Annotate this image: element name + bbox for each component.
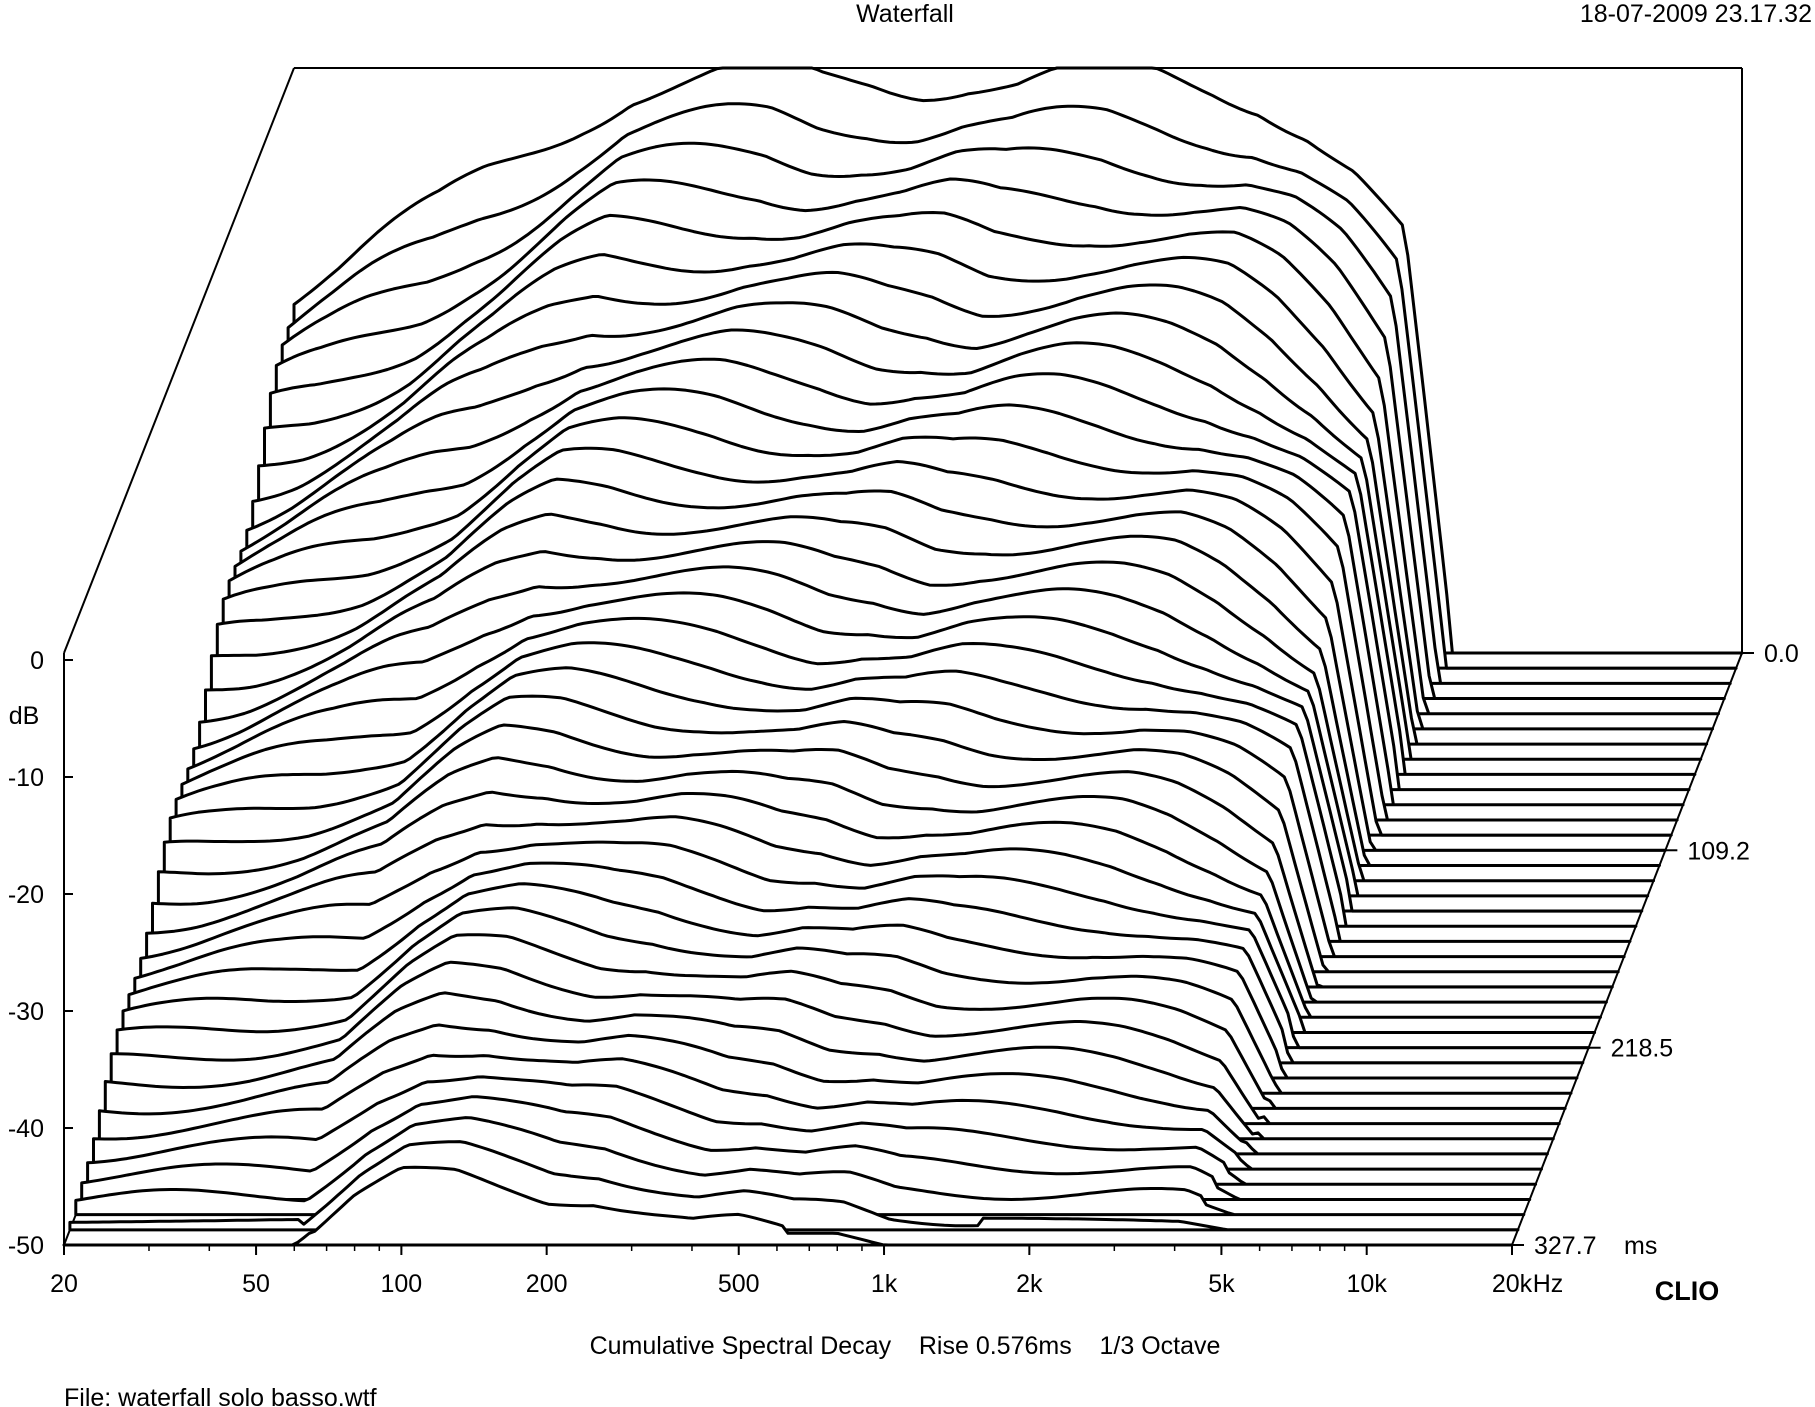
y-tick-label--50: -50: [8, 1232, 44, 1260]
x-tick-label-2k: 2k: [1016, 1270, 1043, 1298]
x-tick-label-5k: 5k: [1208, 1270, 1235, 1298]
x-tick-label-20k: 20k: [1492, 1270, 1533, 1298]
y-tick-label--40: -40: [8, 1115, 44, 1143]
slice-40: [62, 1165, 1514, 1247]
y-tick-label-0: 0: [30, 647, 44, 675]
x-tick-label-20: 20: [50, 1270, 78, 1298]
file-name: File: waterfall solo basso.wtf: [64, 1384, 377, 1407]
z-tick-label-218.5: 218.5: [1611, 1035, 1674, 1063]
chart-title: Waterfall: [856, 0, 954, 28]
x-tick-label-100: 100: [381, 1270, 423, 1298]
z-tick-label-109.2: 109.2: [1687, 837, 1750, 865]
frame-right-edge: [1511, 652, 1743, 1246]
x-axis-label: Hz: [1533, 1270, 1564, 1298]
frame-left-top-edge: [63, 67, 295, 654]
y-tick-label--20: -20: [8, 881, 44, 909]
y-tick-label--10: -10: [8, 764, 44, 792]
z-tick-label-0.0: 0.0: [1764, 640, 1799, 668]
chart-timestamp: 18-07-2009 23.17.32: [1580, 0, 1812, 28]
x-tick-label-500: 500: [718, 1270, 760, 1298]
waterfall-slices: [62, 66, 1744, 1247]
axes: 20 50 100 200 500 1k 2k 5k 10k 20k Hz 0 -10 -20 -30 -40…: [8, 640, 1799, 1298]
y-axis-label: dB: [9, 702, 40, 730]
x-tick-label-200: 200: [526, 1270, 568, 1298]
y-tick-label--30: -30: [8, 998, 44, 1026]
z-axis-label: ms: [1624, 1232, 1657, 1260]
x-tick-label-10k: 10k: [1347, 1270, 1388, 1298]
clio-logo: CLIO: [1655, 1276, 1720, 1306]
z-tick-label-327.7: 327.7: [1534, 1232, 1597, 1260]
chart-subtitle: Cumulative Spectral Decay Rise 0.576ms 1…: [590, 1332, 1221, 1360]
x-tick-label-1k: 1k: [871, 1270, 898, 1298]
x-tick-label-50: 50: [242, 1270, 270, 1298]
